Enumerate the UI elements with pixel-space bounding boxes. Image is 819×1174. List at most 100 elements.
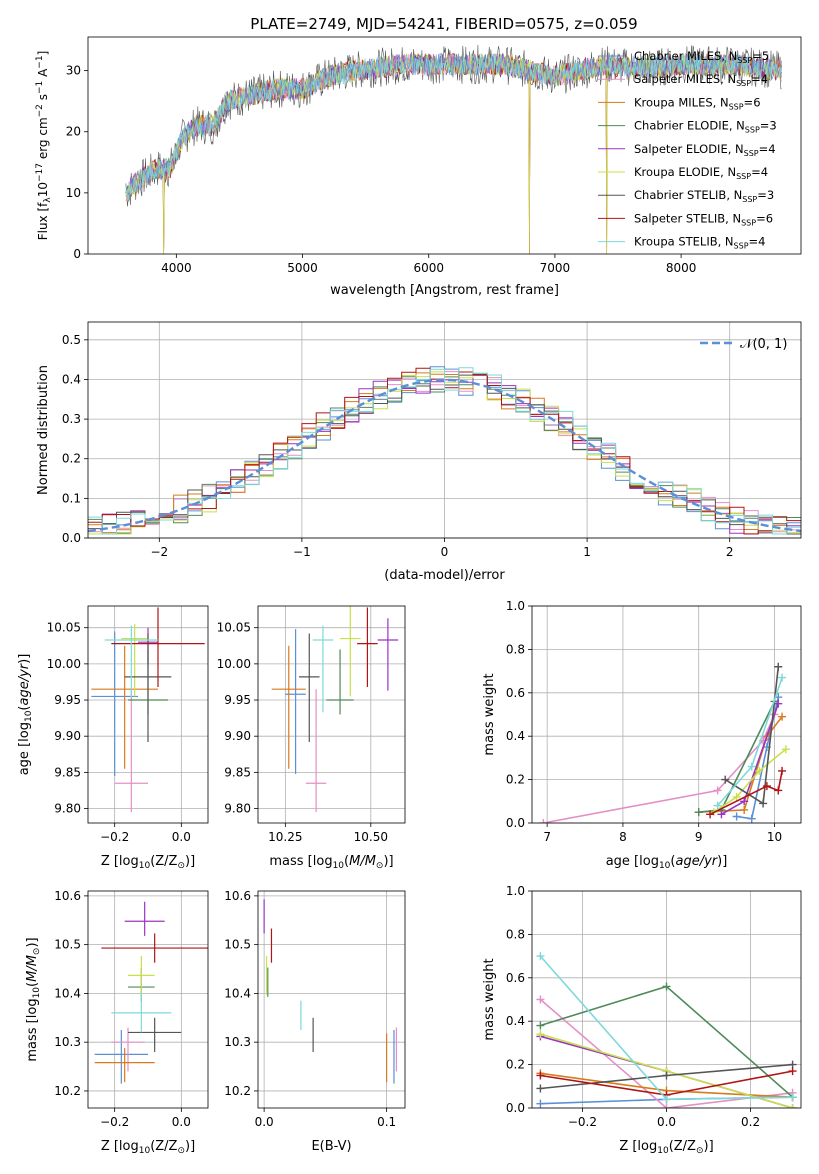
label-part: age/yr bbox=[17, 662, 32, 705]
y-axis-label: mass weight bbox=[482, 673, 497, 755]
label-subscript: 10 bbox=[333, 861, 345, 871]
label-part: (Z/Z bbox=[150, 854, 177, 869]
weight-marker bbox=[762, 782, 771, 791]
x-tick-label: 0.1 bbox=[377, 1115, 396, 1129]
label-part: Chabrier STELIB bbox=[634, 188, 726, 202]
weight-marker bbox=[781, 745, 790, 754]
y-tick-label: 0.2 bbox=[62, 452, 81, 466]
x-tick-label: 9 bbox=[695, 830, 703, 844]
weight-vs-age-panel: 7 8 9 10 0.0 0.2 0.4 0.6 0.8 1.0 mass weight age [l… bbox=[482, 599, 802, 871]
weight-marker bbox=[778, 673, 787, 682]
label-part: = bbox=[744, 95, 754, 109]
y-axis-label: Normed distribution bbox=[36, 365, 51, 495]
label-part: Z [log bbox=[101, 854, 139, 869]
weight-marker bbox=[536, 1021, 545, 1030]
label-subscript: ⊙ bbox=[177, 861, 185, 871]
label-part: 3 bbox=[767, 188, 774, 202]
y-tick-label: 0 bbox=[73, 247, 81, 261]
label-part: , N bbox=[728, 142, 744, 156]
label-part: = bbox=[760, 119, 770, 133]
label-part: ( bbox=[17, 706, 32, 711]
label-part: )] bbox=[383, 854, 393, 869]
x-tick-label: 10 bbox=[767, 830, 782, 844]
label-subscript: −2 bbox=[35, 104, 45, 117]
x-tick-label: 8000 bbox=[666, 261, 697, 275]
weight-marker bbox=[774, 699, 783, 708]
label-part: = bbox=[759, 142, 769, 156]
weight-marker bbox=[732, 812, 741, 821]
y-tick-label: 10.6 bbox=[54, 889, 81, 903]
x-tick-label: 0.0 bbox=[172, 830, 191, 844]
label-subscript: SSP bbox=[729, 102, 744, 111]
x-axis-label: Z [log10(Z/Z⊙)] bbox=[101, 854, 195, 871]
label-part: )] bbox=[25, 937, 40, 947]
x-tick-label: 0.0 bbox=[657, 1115, 676, 1129]
y-tick-label: 0.2 bbox=[506, 1058, 525, 1072]
y-tick-label: 0.6 bbox=[506, 686, 525, 700]
weight-line bbox=[713, 748, 787, 813]
x-tick-label: −2 bbox=[150, 545, 168, 559]
x-tick-label: −1 bbox=[293, 545, 311, 559]
weight-marker bbox=[740, 797, 749, 806]
label-part: Chabrier MILES bbox=[634, 49, 721, 63]
legend-entry: 𝒩(0, 1) bbox=[740, 337, 787, 352]
y-tick-label: 9.95 bbox=[224, 693, 251, 707]
label-subscript: 10 bbox=[657, 1146, 669, 1156]
weight-marker bbox=[778, 766, 787, 775]
x-tick-label: 6000 bbox=[413, 261, 444, 275]
y-tick-label: 0.4 bbox=[506, 1014, 525, 1028]
weight-marker bbox=[536, 1099, 545, 1108]
label-part: (Z/Z bbox=[150, 1139, 177, 1154]
y-axis-label: mass weight bbox=[482, 958, 497, 1040]
label-part: , N bbox=[725, 211, 741, 225]
label-part: , N bbox=[720, 72, 736, 86]
label-part: Flux [f bbox=[36, 202, 50, 240]
weight-marker bbox=[721, 775, 730, 784]
x-tick-label: 5000 bbox=[287, 261, 318, 275]
label-subscript: 10 bbox=[659, 861, 671, 871]
label-part: , N bbox=[713, 95, 729, 109]
label-part: , N bbox=[726, 188, 742, 202]
figure-title: PLATE=2749, MJD=54241, FIBERID=0575, z=0… bbox=[250, 15, 637, 33]
label-part: = bbox=[749, 235, 759, 249]
x-axis-label: Z [log10(Z/Z⊙)] bbox=[101, 1139, 195, 1156]
label-part: , N bbox=[721, 49, 737, 63]
axes-frame bbox=[87, 605, 209, 824]
label-part: Kroupa ELODIE bbox=[634, 165, 720, 179]
y-tick-label: 10.6 bbox=[224, 889, 251, 903]
y-tick-label: 9.95 bbox=[54, 693, 81, 707]
label-part: Salpeter STELIB bbox=[634, 211, 725, 225]
y-tick-label: 1.0 bbox=[506, 599, 525, 613]
y-tick-label: 0.4 bbox=[62, 372, 81, 386]
weight-marker bbox=[536, 995, 545, 1004]
plot-area bbox=[536, 952, 797, 1108]
label-subscript: −1 bbox=[35, 81, 45, 94]
weight-marker bbox=[694, 808, 703, 817]
x-tick-label: 7 bbox=[543, 830, 551, 844]
plot-area bbox=[91, 607, 205, 813]
label-part: )] bbox=[185, 854, 195, 869]
label-part: ] bbox=[36, 51, 50, 56]
y-tick-label: 10 bbox=[66, 186, 81, 200]
label-part: = bbox=[756, 211, 766, 225]
label-part: , N bbox=[729, 119, 745, 133]
y-tick-label: 0.5 bbox=[62, 333, 81, 347]
x-tick-label: 10.50 bbox=[354, 830, 388, 844]
label-subscript: ⊙ bbox=[32, 948, 42, 956]
label-subscript: −1 bbox=[35, 55, 45, 68]
label-subscript: SSP bbox=[734, 242, 749, 251]
label-part: ( bbox=[25, 982, 40, 987]
label-part: Chabrier ELODIE bbox=[634, 119, 729, 133]
x-tick-label: 4000 bbox=[161, 261, 192, 275]
legend-entry: Kroupa STELIB, NSSP=4 bbox=[634, 235, 766, 251]
label-subscript: 10 bbox=[32, 987, 42, 999]
label-part: ( bbox=[344, 854, 349, 869]
y-axis-label: Flux [fλ10−17 erg cm−2 s−1 A−1] bbox=[35, 51, 53, 241]
weight-marker bbox=[536, 952, 545, 961]
y-tick-label: 9.90 bbox=[54, 729, 81, 743]
weight-marker bbox=[539, 819, 548, 823]
x-tick-label: 7000 bbox=[540, 261, 571, 275]
plot-area bbox=[88, 366, 801, 535]
